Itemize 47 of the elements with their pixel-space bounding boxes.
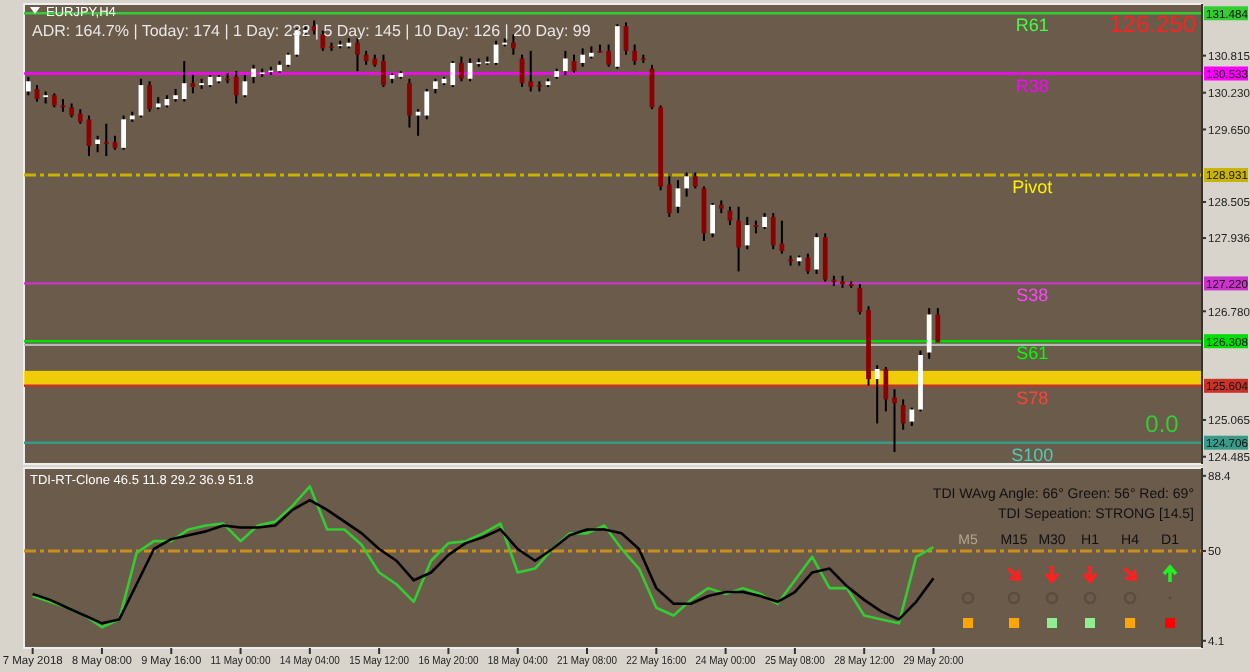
candlestick — [147, 80, 152, 113]
candlestick — [181, 60, 187, 103]
candlestick — [770, 212, 776, 251]
ref-line-label: S100 — [1011, 444, 1054, 465]
candlestick — [562, 49, 568, 76]
candlestick — [883, 366, 889, 413]
candlestick — [822, 232, 828, 283]
candlestick — [528, 49, 534, 93]
candlestick — [242, 73, 248, 99]
candlestick — [580, 47, 586, 68]
candlestick — [320, 29, 326, 52]
candlestick — [459, 55, 464, 83]
candlestick — [874, 364, 880, 425]
ref-line-label: S78 — [1016, 387, 1049, 408]
candlestick — [926, 307, 932, 360]
candlestick — [632, 43, 638, 66]
ref-line-label: Pivot — [1012, 177, 1054, 198]
candlestick — [744, 215, 750, 251]
candlestick — [710, 201, 715, 239]
ref-line-label: S38 — [1016, 285, 1049, 306]
candlestick — [424, 87, 430, 121]
ref-line-label: S61 — [1016, 343, 1049, 364]
candlestick — [407, 77, 412, 129]
candlestick — [935, 307, 941, 344]
ref-line-label: R38 — [1015, 75, 1049, 96]
candlestick — [103, 122, 109, 158]
ref-line-label: R61 — [1015, 15, 1049, 36]
annotation: 126.250 — [1109, 10, 1197, 38]
candlestick — [355, 37, 360, 73]
candlestick — [900, 398, 906, 431]
candlestick — [892, 388, 897, 453]
candlestick — [233, 70, 239, 105]
candlestick — [666, 175, 672, 218]
candlestick — [511, 33, 516, 56]
candlestick — [909, 406, 915, 427]
candlestick — [614, 23, 620, 70]
candlestick — [25, 75, 31, 97]
candlestick — [121, 114, 126, 151]
candlestick — [857, 283, 863, 316]
candlestick — [251, 63, 256, 85]
candlestick — [606, 43, 612, 68]
candlestick — [381, 53, 386, 88]
candlestick — [814, 232, 819, 275]
annotation: 0.0 — [1145, 410, 1180, 438]
candlestick — [450, 60, 456, 88]
candlestick — [736, 205, 741, 273]
candlestick — [684, 171, 690, 198]
